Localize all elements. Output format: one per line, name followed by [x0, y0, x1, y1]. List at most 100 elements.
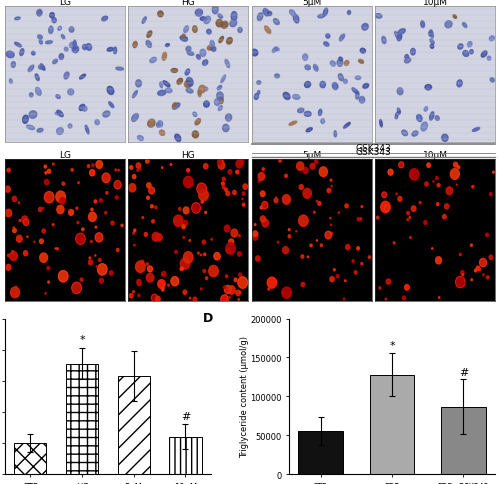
Ellipse shape	[185, 70, 190, 76]
Circle shape	[410, 237, 411, 239]
Ellipse shape	[258, 91, 260, 95]
Ellipse shape	[107, 87, 114, 95]
Ellipse shape	[38, 66, 44, 70]
Ellipse shape	[36, 11, 42, 17]
Circle shape	[462, 274, 464, 276]
Ellipse shape	[64, 73, 69, 80]
Ellipse shape	[59, 55, 64, 60]
Circle shape	[220, 159, 223, 164]
Circle shape	[98, 259, 101, 262]
Circle shape	[236, 161, 242, 168]
Circle shape	[260, 216, 266, 223]
Ellipse shape	[302, 55, 308, 61]
Circle shape	[19, 220, 21, 222]
Ellipse shape	[192, 27, 197, 33]
Circle shape	[486, 234, 488, 237]
Ellipse shape	[38, 36, 43, 40]
Ellipse shape	[102, 17, 107, 22]
Circle shape	[155, 207, 157, 209]
Ellipse shape	[193, 113, 197, 117]
Ellipse shape	[490, 78, 494, 83]
Ellipse shape	[470, 50, 474, 55]
Circle shape	[146, 197, 150, 200]
Circle shape	[149, 188, 154, 195]
Ellipse shape	[468, 43, 472, 48]
Ellipse shape	[58, 27, 61, 31]
Circle shape	[68, 210, 73, 216]
Ellipse shape	[225, 60, 230, 69]
Circle shape	[222, 182, 224, 186]
Circle shape	[336, 275, 339, 278]
Circle shape	[116, 197, 118, 200]
Circle shape	[436, 203, 439, 206]
Circle shape	[133, 233, 134, 235]
Ellipse shape	[186, 47, 191, 52]
Circle shape	[460, 254, 461, 256]
Circle shape	[47, 267, 50, 270]
Circle shape	[274, 199, 278, 203]
Circle shape	[433, 182, 434, 183]
Circle shape	[454, 163, 458, 168]
Ellipse shape	[320, 120, 324, 124]
Ellipse shape	[180, 37, 188, 42]
Circle shape	[310, 164, 315, 170]
Circle shape	[48, 170, 50, 174]
Circle shape	[327, 189, 331, 193]
Ellipse shape	[172, 104, 180, 110]
Ellipse shape	[86, 45, 92, 51]
Circle shape	[197, 184, 206, 195]
Ellipse shape	[221, 76, 226, 84]
Ellipse shape	[445, 22, 452, 29]
Circle shape	[116, 249, 119, 252]
Circle shape	[136, 261, 145, 273]
Ellipse shape	[186, 89, 193, 94]
Ellipse shape	[187, 52, 194, 56]
Ellipse shape	[208, 46, 214, 51]
Circle shape	[425, 182, 428, 187]
Circle shape	[203, 270, 205, 273]
Ellipse shape	[324, 9, 328, 17]
Circle shape	[240, 292, 241, 293]
Circle shape	[118, 170, 119, 172]
Ellipse shape	[358, 60, 364, 64]
Circle shape	[242, 193, 245, 196]
Circle shape	[456, 277, 465, 288]
Circle shape	[94, 200, 96, 204]
Circle shape	[156, 297, 160, 302]
Ellipse shape	[258, 14, 263, 22]
Ellipse shape	[108, 103, 114, 108]
Circle shape	[110, 271, 113, 275]
Ellipse shape	[48, 27, 53, 34]
Circle shape	[470, 244, 472, 247]
Circle shape	[404, 285, 409, 290]
Circle shape	[189, 240, 190, 242]
Ellipse shape	[274, 48, 279, 52]
Circle shape	[382, 193, 386, 198]
Circle shape	[144, 233, 148, 237]
Ellipse shape	[332, 83, 338, 91]
Circle shape	[186, 169, 190, 173]
Ellipse shape	[68, 124, 72, 129]
Ellipse shape	[462, 24, 467, 29]
Circle shape	[384, 205, 390, 212]
Ellipse shape	[352, 89, 358, 94]
Ellipse shape	[442, 135, 448, 142]
Ellipse shape	[14, 43, 21, 48]
Circle shape	[480, 269, 481, 271]
Circle shape	[361, 263, 363, 265]
Ellipse shape	[214, 99, 220, 106]
Circle shape	[222, 178, 226, 182]
Circle shape	[90, 241, 92, 243]
Circle shape	[396, 194, 398, 196]
Circle shape	[48, 282, 50, 284]
Circle shape	[40, 254, 48, 263]
Circle shape	[178, 208, 181, 211]
Circle shape	[6, 265, 11, 271]
Circle shape	[330, 180, 332, 182]
Ellipse shape	[294, 15, 299, 24]
Ellipse shape	[138, 136, 143, 141]
Circle shape	[129, 184, 136, 193]
Circle shape	[152, 233, 160, 242]
Ellipse shape	[216, 93, 224, 101]
Circle shape	[55, 248, 56, 250]
